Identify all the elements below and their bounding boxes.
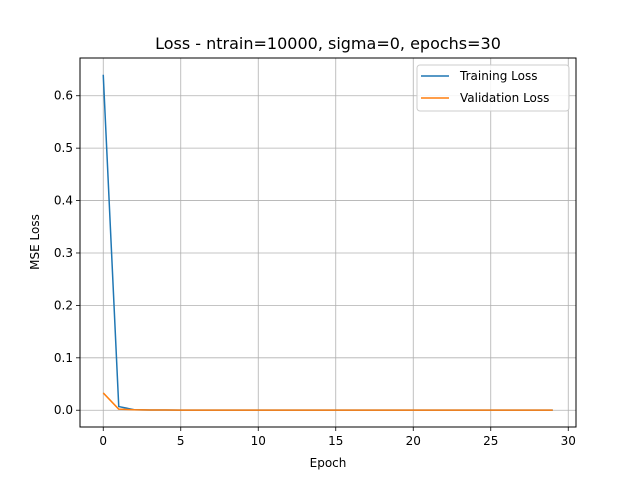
y-tick-label: 0.4 bbox=[54, 194, 73, 208]
chart-title: Loss - ntrain=10000, sigma=0, epochs=30 bbox=[155, 34, 501, 53]
x-tick-label: 20 bbox=[406, 434, 421, 448]
x-axis-ticks: 0 5 10 15 20 25 30 bbox=[99, 427, 576, 448]
series-line-validation-loss bbox=[102, 392, 553, 411]
x-tick-label: 10 bbox=[251, 434, 266, 448]
y-tick-label: 0.0 bbox=[54, 403, 73, 417]
y-axis-ticks: 0.0 0.1 0.2 0.3 0.4 0.5 0.6 bbox=[54, 89, 80, 417]
x-axis-label: Epoch bbox=[310, 456, 347, 470]
y-axis-label: MSE Loss bbox=[28, 214, 42, 270]
y-tick-label: 0.6 bbox=[54, 89, 73, 103]
y-tick-label: 0.1 bbox=[54, 351, 73, 365]
x-tick-label: 0 bbox=[99, 434, 107, 448]
legend: Training Loss Validation Loss bbox=[416, 64, 570, 112]
series-lines bbox=[102, 74, 553, 411]
legend-label: Training Loss bbox=[459, 69, 537, 83]
legend-box bbox=[416, 64, 570, 112]
x-tick-label: 25 bbox=[483, 434, 498, 448]
legend-label: Validation Loss bbox=[460, 91, 549, 105]
plot-frame bbox=[79, 57, 577, 428]
y-tick-label: 0.3 bbox=[54, 246, 73, 260]
y-tick-label: 0.2 bbox=[54, 298, 73, 312]
x-tick-label: 30 bbox=[561, 434, 576, 448]
x-tick-label: 5 bbox=[177, 434, 185, 448]
y-tick-label: 0.5 bbox=[54, 141, 73, 155]
x-tick-label: 15 bbox=[328, 434, 343, 448]
